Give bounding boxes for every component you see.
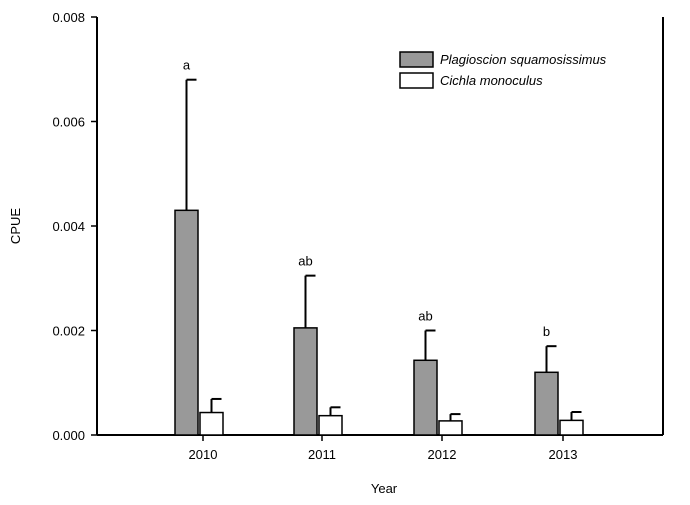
significance-label: ab <box>298 254 312 269</box>
bar-plagioscion-2013 <box>534 371 559 436</box>
legend-label: Plagioscion squamosissimus <box>440 52 607 67</box>
bar-cichla-2011 <box>318 414 343 436</box>
y-axis-title: CPUE <box>8 208 23 244</box>
bar-cichla-2013 <box>559 419 584 436</box>
significance-label: a <box>183 58 191 73</box>
x-tick-label: 2013 <box>549 447 578 462</box>
bar-plagioscion-2011 <box>293 327 318 436</box>
y-tick-label: 0.008 <box>52 10 85 25</box>
x-tick-label: 2011 <box>308 447 336 462</box>
legend: Plagioscion squamosissimus Cichla monocul… <box>399 51 607 89</box>
y-tick-label: 0.000 <box>52 428 85 443</box>
y-tick-label: 0.004 <box>52 219 85 234</box>
y-tick-label: 0.002 <box>52 324 85 339</box>
bar-cichla-2010 <box>199 411 224 436</box>
significance-label: b <box>543 324 550 339</box>
x-tick-label: 2010 <box>189 447 218 462</box>
legend-swatch <box>399 72 434 89</box>
x-axis-ticks: 2010 2011 2012 2013 <box>189 435 578 462</box>
significance-label: ab <box>418 309 432 324</box>
y-tick-label: 0.006 <box>52 115 85 130</box>
bar-cichla-2012 <box>438 420 463 436</box>
bar-plagioscion-2012 <box>413 359 438 436</box>
y-axis-ticks: 0.000 0.002 0.004 0.006 0.008 <box>52 10 97 443</box>
legend-swatch <box>399 51 434 68</box>
x-tick-label: 2012 <box>428 447 457 462</box>
bar-plagioscion-2010 <box>174 209 199 436</box>
legend-label: Cichla monoculus <box>440 73 543 88</box>
bars: a ab ab b <box>174 58 584 436</box>
x-axis-title: Year <box>371 481 398 496</box>
